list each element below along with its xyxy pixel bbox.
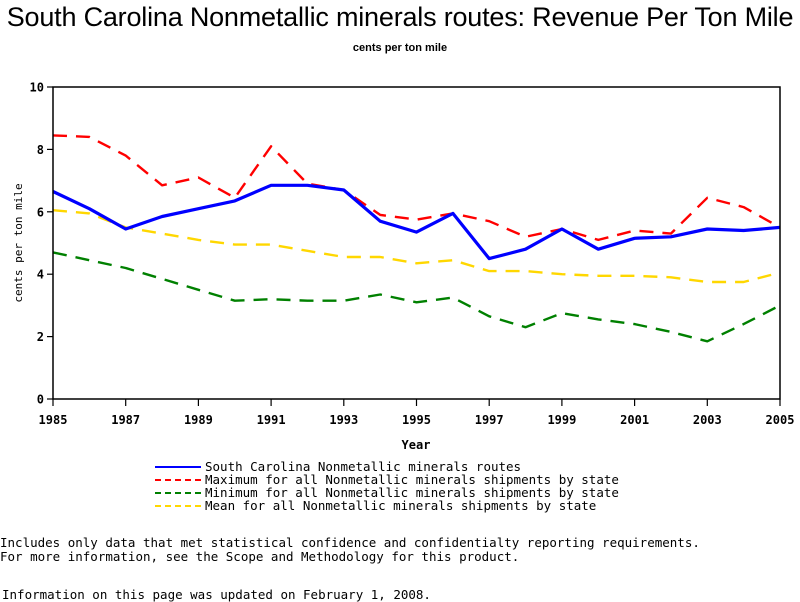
y-tick-label: 0 [37, 393, 44, 407]
x-tick-label: 2001 [620, 413, 649, 427]
legend-label: Mean for all Nonmetallic minerals shipme… [205, 499, 596, 512]
x-axis-label: Year [402, 438, 431, 452]
x-tick-label: 2005 [766, 413, 795, 427]
x-tick-label: 1999 [547, 413, 576, 427]
legend-swatch [155, 492, 201, 494]
legend-swatch [155, 466, 201, 468]
x-tick-label: 1987 [111, 413, 140, 427]
legend: South Carolina Nonmetallic minerals rout… [155, 460, 619, 512]
series-line-2 [53, 252, 780, 341]
axes-layer: 0 2 4 6 8 10 1985 1987 1989 1991 1993 1995 1997 1999 2… [30, 81, 795, 428]
x-tick-label: 1985 [39, 413, 68, 427]
footnote-methodology: For more information, see the Scope and … [0, 549, 519, 564]
series-line-0 [53, 185, 780, 258]
legend-swatch [155, 505, 201, 507]
footnotes: Includes only data that met statistical … [0, 536, 700, 563]
x-tick-label: 1991 [257, 413, 286, 427]
y-tick-label: 6 [37, 205, 44, 219]
x-tick-label: 2003 [693, 413, 722, 427]
series-layer [53, 135, 780, 341]
y-tick-label: 2 [37, 330, 44, 344]
plot-frame [53, 87, 780, 399]
legend-swatch [155, 479, 201, 481]
x-tick-label: 1997 [475, 413, 504, 427]
legend-item: Mean for all Nonmetallic minerals shipme… [155, 499, 619, 512]
y-axis-label: cents per ton mile [12, 183, 25, 302]
series-line-1 [53, 135, 780, 240]
y-tick-label: 8 [37, 143, 44, 157]
series-line-3 [53, 210, 780, 282]
x-tick-label: 1993 [329, 413, 358, 427]
x-tick-label: 1989 [184, 413, 213, 427]
y-tick-label: 4 [37, 268, 44, 282]
y-tick-label: 10 [30, 81, 44, 95]
line-chart: 0 2 4 6 8 10 1985 1987 1989 1991 1993 1995 1997 1999 2… [0, 0, 800, 460]
x-tick-label: 1995 [402, 413, 431, 427]
